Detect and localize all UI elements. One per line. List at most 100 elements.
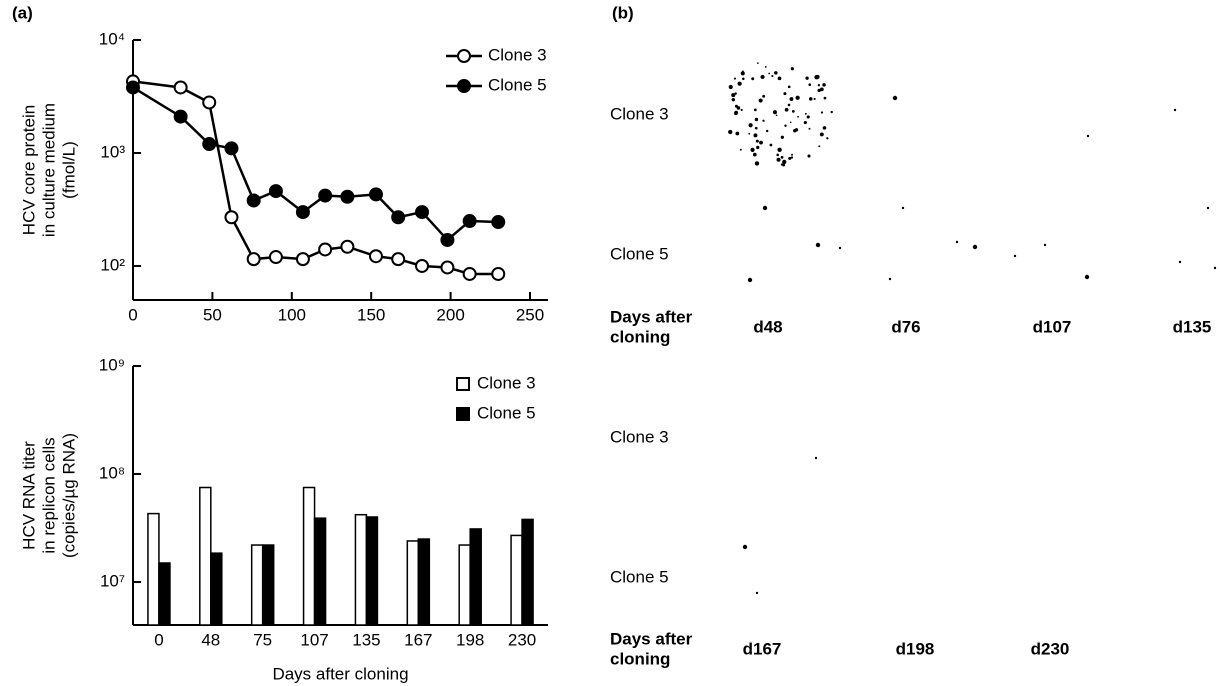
colony-dot xyxy=(771,75,773,77)
colony-dot xyxy=(809,97,813,101)
x-tick-label: 198 xyxy=(456,630,484,649)
colony-dot xyxy=(789,97,793,101)
colony-dot xyxy=(889,278,891,280)
colony-dot xyxy=(824,97,827,100)
colony-dot xyxy=(756,146,759,149)
colony-dot xyxy=(763,206,767,210)
y-tick-label: 10⁴ xyxy=(99,29,125,48)
legend-label: Clone 5 xyxy=(477,403,536,422)
x-tick-label: 150 xyxy=(357,305,385,324)
data-point xyxy=(203,138,215,150)
colony-dot xyxy=(785,108,789,112)
y-axis-label: in culture medium xyxy=(39,103,58,237)
colony-dot xyxy=(816,243,820,247)
legend-marker xyxy=(458,50,470,62)
column-label: d230 xyxy=(1031,639,1070,658)
legend-label: Clone 5 xyxy=(488,75,547,94)
colony-dot xyxy=(809,128,811,130)
data-point xyxy=(297,253,309,265)
colony-dot xyxy=(738,82,742,86)
colony-dot xyxy=(748,123,752,127)
y-axis-label: (copies/µg RNA) xyxy=(59,433,78,558)
x-tick-label: 75 xyxy=(253,630,272,649)
colony-dot xyxy=(741,109,743,111)
bar xyxy=(511,535,522,625)
data-point xyxy=(464,268,476,280)
colony-dot xyxy=(808,83,811,86)
colony-dot xyxy=(791,67,794,70)
data-point xyxy=(441,234,453,246)
colony-dot xyxy=(750,148,754,152)
x-tick-label: 50 xyxy=(203,305,222,324)
colony-dot xyxy=(748,133,750,135)
colony-dot xyxy=(804,121,807,124)
colony-dot xyxy=(784,125,786,127)
colony-dot xyxy=(1085,275,1089,279)
data-point xyxy=(319,243,331,255)
bar xyxy=(470,529,481,625)
data-point xyxy=(175,111,187,123)
colony-dot xyxy=(748,278,752,282)
data-point xyxy=(416,260,428,272)
bar xyxy=(304,488,315,625)
colony-dot xyxy=(762,95,765,98)
colony-dot xyxy=(735,132,739,136)
bar xyxy=(252,545,263,625)
colony-dot xyxy=(821,111,823,113)
bar xyxy=(159,563,170,625)
data-point xyxy=(416,206,428,218)
colony-dot xyxy=(756,592,758,594)
bar xyxy=(263,545,274,625)
x-tick-label: 107 xyxy=(300,630,328,649)
x-tick-label: 135 xyxy=(352,630,380,649)
series-line xyxy=(133,87,498,239)
panel-label: (b) xyxy=(612,3,634,22)
colony-dot xyxy=(756,140,759,143)
colony-dot xyxy=(791,156,793,158)
colony-dot xyxy=(755,127,758,130)
colony-dot xyxy=(788,104,791,107)
column-label: d167 xyxy=(743,639,782,658)
colony-dot xyxy=(732,98,735,101)
colony-dot xyxy=(823,126,827,130)
colony-dot xyxy=(729,85,733,89)
x-tick-label: 167 xyxy=(404,630,432,649)
data-point xyxy=(127,81,139,93)
x-tick-label: 48 xyxy=(201,630,220,649)
row-label: Clone 3 xyxy=(610,104,669,123)
data-point xyxy=(392,211,404,223)
y-tick-label: 10⁹ xyxy=(99,355,125,374)
colony-dot xyxy=(762,120,764,122)
colony-dot xyxy=(776,154,779,157)
row-label: Clone 3 xyxy=(610,427,669,446)
colony-dot xyxy=(820,87,824,91)
y-axis-label: in replicon cells xyxy=(39,437,58,553)
colony-dot xyxy=(781,136,784,139)
colony-dot xyxy=(781,156,784,159)
x-tick-label: 200 xyxy=(436,305,464,324)
colony-dot xyxy=(770,144,773,147)
colony-dot xyxy=(815,457,817,459)
data-point xyxy=(341,241,353,253)
bar xyxy=(418,539,429,625)
colony-dot xyxy=(777,148,781,152)
x-tick-label: 250 xyxy=(516,305,544,324)
colony-dot xyxy=(781,163,783,165)
colony-dot xyxy=(757,62,759,64)
colony-dot xyxy=(766,130,768,132)
column-label: d48 xyxy=(753,317,782,336)
colony-dot xyxy=(778,76,782,80)
data-point xyxy=(492,216,504,228)
colony-dot xyxy=(826,137,828,139)
panel-label: (a) xyxy=(12,3,33,22)
colony-dot xyxy=(728,130,732,134)
colony-dot xyxy=(740,149,742,151)
data-point xyxy=(392,253,404,265)
bar xyxy=(211,553,222,625)
colony-dot xyxy=(783,92,786,95)
axis-label: Days after xyxy=(610,629,693,648)
colony-dot xyxy=(805,113,807,115)
legend-label: Clone 3 xyxy=(488,45,547,64)
colony-dot xyxy=(831,111,833,113)
colony-dot xyxy=(902,207,904,209)
